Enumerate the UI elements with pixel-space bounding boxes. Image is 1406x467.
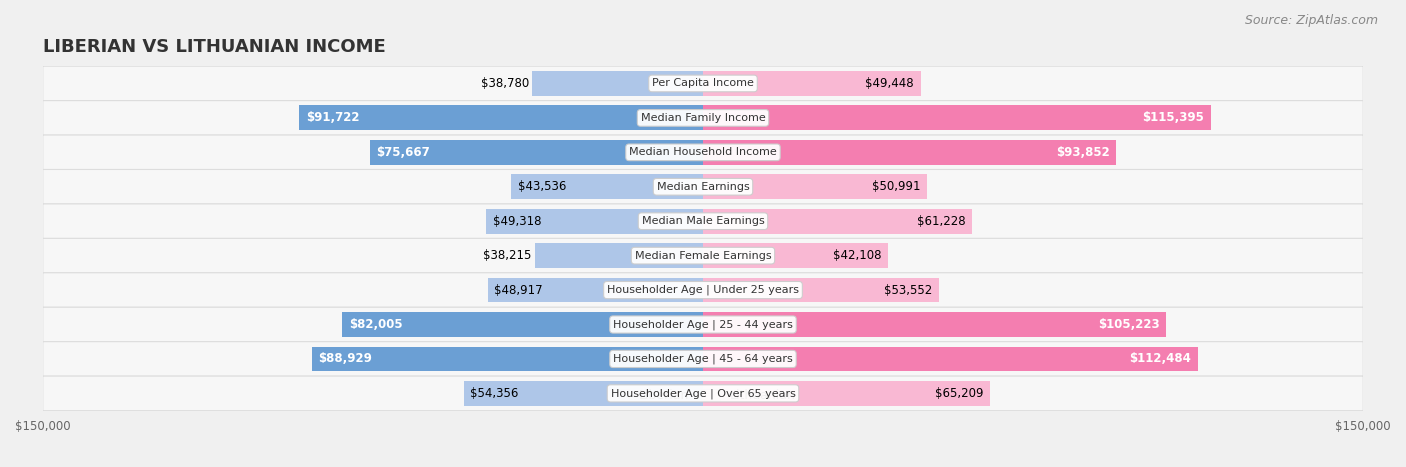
Bar	[703, 243, 889, 268]
Text: $75,667: $75,667	[377, 146, 430, 159]
Bar	[512, 174, 703, 199]
Bar	[703, 71, 921, 96]
FancyBboxPatch shape	[42, 170, 1364, 204]
Text: LIBERIAN VS LITHUANIAN INCOME: LIBERIAN VS LITHUANIAN INCOME	[42, 38, 385, 57]
Bar	[534, 243, 703, 268]
Text: $91,722: $91,722	[307, 112, 360, 124]
Text: $54,356: $54,356	[471, 387, 519, 400]
Text: $49,448: $49,448	[866, 77, 914, 90]
Text: $112,484: $112,484	[1129, 353, 1191, 366]
Text: $43,536: $43,536	[517, 180, 567, 193]
Text: Householder Age | 45 - 64 years: Householder Age | 45 - 64 years	[613, 354, 793, 364]
Text: $50,991: $50,991	[872, 180, 921, 193]
Text: $61,228: $61,228	[917, 215, 966, 228]
Text: Per Capita Income: Per Capita Income	[652, 78, 754, 88]
Text: Median Male Earnings: Median Male Earnings	[641, 216, 765, 226]
Text: Source: ZipAtlas.com: Source: ZipAtlas.com	[1244, 14, 1378, 27]
FancyBboxPatch shape	[42, 307, 1364, 342]
Text: $48,917: $48,917	[495, 283, 543, 297]
Text: $49,318: $49,318	[492, 215, 541, 228]
Text: Median Female Earnings: Median Female Earnings	[634, 251, 772, 261]
Legend: Liberian, Lithuanian: Liberian, Lithuanian	[603, 382, 803, 408]
Text: Median Household Income: Median Household Income	[628, 147, 778, 157]
Text: Median Family Income: Median Family Income	[641, 113, 765, 123]
Bar	[533, 71, 703, 96]
FancyBboxPatch shape	[42, 66, 1364, 101]
Text: Median Earnings: Median Earnings	[657, 182, 749, 192]
Bar	[703, 278, 939, 303]
Bar	[299, 106, 703, 130]
FancyBboxPatch shape	[42, 100, 1364, 135]
Bar	[703, 312, 1166, 337]
Text: $38,780: $38,780	[481, 77, 529, 90]
Bar	[486, 209, 703, 234]
FancyBboxPatch shape	[42, 238, 1364, 273]
Bar	[464, 381, 703, 406]
FancyBboxPatch shape	[42, 376, 1364, 410]
Text: $105,223: $105,223	[1098, 318, 1160, 331]
Text: $82,005: $82,005	[349, 318, 402, 331]
FancyBboxPatch shape	[42, 135, 1364, 170]
Text: $88,929: $88,929	[318, 353, 373, 366]
Bar	[312, 347, 703, 371]
Bar	[370, 140, 703, 165]
Bar	[703, 209, 973, 234]
Bar	[703, 174, 928, 199]
FancyBboxPatch shape	[42, 342, 1364, 376]
Text: $38,215: $38,215	[484, 249, 531, 262]
Text: $115,395: $115,395	[1143, 112, 1205, 124]
FancyBboxPatch shape	[42, 273, 1364, 307]
Bar	[703, 347, 1198, 371]
Bar	[488, 278, 703, 303]
Text: $65,209: $65,209	[935, 387, 983, 400]
Text: Householder Age | Under 25 years: Householder Age | Under 25 years	[607, 285, 799, 295]
Text: $42,108: $42,108	[834, 249, 882, 262]
Text: $53,552: $53,552	[884, 283, 932, 297]
Bar	[703, 381, 990, 406]
Text: $93,852: $93,852	[1056, 146, 1109, 159]
Bar	[342, 312, 703, 337]
Text: Householder Age | 25 - 44 years: Householder Age | 25 - 44 years	[613, 319, 793, 330]
Text: Householder Age | Over 65 years: Householder Age | Over 65 years	[610, 388, 796, 399]
Bar	[703, 140, 1116, 165]
Bar	[703, 106, 1211, 130]
FancyBboxPatch shape	[42, 204, 1364, 239]
